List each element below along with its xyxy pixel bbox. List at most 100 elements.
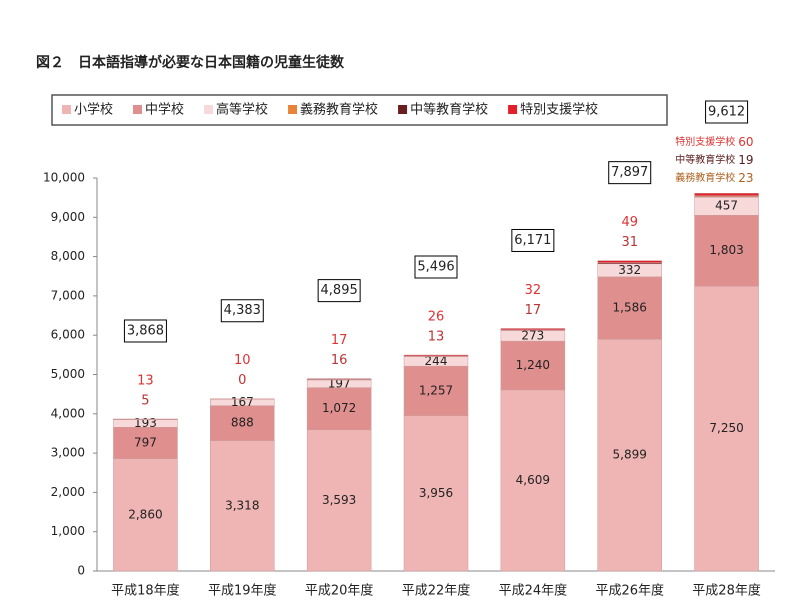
bar-segment — [306, 378, 372, 380]
bar-segment — [694, 214, 759, 287]
value-label: 16 — [331, 353, 348, 368]
legend-label: 義務教育学校 — [300, 102, 378, 118]
value-label: 1,257 — [419, 383, 453, 397]
legend-swatch — [398, 105, 408, 114]
annotation-value: 23 — [738, 171, 753, 185]
x-tick-label: 平成24年度 — [499, 583, 568, 599]
value-label: 244 — [425, 354, 448, 368]
y-tick-label: 6,000 — [51, 328, 85, 342]
annotation: 特別支援学校 60 — [675, 135, 753, 149]
legend-label: 特別支援学校 — [520, 102, 598, 118]
value-label: 4,609 — [516, 473, 550, 487]
bar-segment — [597, 260, 662, 263]
value-label: 7,250 — [709, 421, 743, 435]
annotation: 義務教育学校 23 — [675, 171, 753, 185]
total-label: 4,895 — [321, 283, 358, 298]
legend-swatch — [508, 105, 518, 114]
value-label: 13 — [428, 330, 445, 345]
annotation-name: 中等教育学校 — [675, 153, 735, 166]
y-tick-label: 2,000 — [51, 485, 85, 499]
bar-segment — [210, 405, 275, 441]
value-label: 17 — [331, 333, 348, 348]
value-label: 5,899 — [613, 448, 647, 462]
value-label: 2,860 — [128, 507, 162, 521]
x-tick-label: 平成20年度 — [305, 583, 374, 599]
value-label: 13 — [137, 373, 154, 388]
y-tick-label: 3,000 — [51, 446, 85, 460]
y-tick-label: 8,000 — [51, 249, 85, 263]
value-label: 1,803 — [709, 243, 743, 257]
annotation-value: 19 — [738, 153, 753, 167]
total-box — [317, 279, 361, 303]
y-tick-label: 7,000 — [51, 288, 85, 302]
annotation-name: 義務教育学校 — [675, 171, 735, 184]
x-tick-label: 平成18年度 — [111, 583, 180, 599]
value-label: 10 — [234, 353, 251, 368]
chart-title: 図２ 日本語指導が必要な日本国籍の児童生徒数 — [36, 54, 345, 71]
bar-segment — [113, 418, 178, 420]
total-box — [414, 255, 458, 279]
total-box — [608, 161, 652, 185]
y-tick-label: 1,000 — [51, 524, 85, 538]
bar-segment — [500, 328, 566, 330]
x-tick-label: 平成22年度 — [402, 583, 471, 599]
y-tick-label: 5,000 — [51, 367, 85, 381]
total-label: 3,868 — [127, 323, 164, 338]
y-tick-label: 4,000 — [51, 406, 85, 420]
value-label: 457 — [715, 199, 738, 213]
bar-segment — [210, 440, 275, 572]
annotation-name: 特別支援学校 — [675, 135, 735, 148]
bar-segment — [403, 354, 469, 357]
value-label: 3,956 — [419, 486, 453, 500]
legend-swatch — [62, 105, 71, 114]
legend-swatch — [133, 105, 143, 114]
x-tick-label: 平成19年度 — [208, 583, 277, 599]
value-label: 3,593 — [322, 493, 356, 507]
value-label: 273 — [521, 328, 544, 342]
value-label: 49 — [621, 215, 638, 230]
total-box — [705, 100, 749, 124]
legend-label: 中等教育学校 — [410, 102, 488, 118]
bar-segment — [306, 429, 372, 572]
value-label: 17 — [525, 303, 542, 318]
value-label: 193 — [134, 416, 157, 430]
value-label: 167 — [231, 395, 254, 409]
bar-segment — [403, 365, 469, 416]
legend-label: 小学校 — [74, 102, 113, 118]
legend-label: 高等学校 — [216, 102, 268, 118]
annotation: 中等教育学校 19 — [675, 153, 753, 167]
bar-segment — [306, 387, 372, 431]
annotation-value: 60 — [738, 135, 753, 149]
total-label: 7,897 — [611, 165, 648, 180]
value-label: 1,240 — [516, 358, 550, 372]
x-tick-label: 平成28年度 — [692, 583, 761, 599]
legend-swatch — [288, 105, 298, 114]
total-label: 9,612 — [708, 105, 745, 120]
total-box — [511, 228, 555, 252]
y-tick-label: 0 — [77, 564, 85, 578]
value-label: 888 — [231, 416, 254, 430]
bar-segment — [113, 458, 178, 572]
bar-segment — [694, 192, 759, 196]
bar-segment — [500, 340, 566, 391]
legend-label: 中学校 — [145, 102, 184, 118]
total-box — [220, 299, 264, 323]
value-label: 32 — [525, 283, 542, 298]
total-label: 4,383 — [224, 303, 261, 318]
bar-segment — [597, 276, 662, 340]
y-tick-label: 10,000 — [43, 171, 85, 185]
legend-swatch — [204, 105, 214, 114]
legend: 小学校 中学校 高等学校 義務教育学校 中等教育学校 特別支援学校 — [62, 102, 598, 118]
bar-segment — [694, 285, 759, 572]
total-label: 5,496 — [417, 260, 454, 275]
value-label: 1,586 — [613, 301, 647, 315]
value-label: 31 — [621, 235, 638, 250]
value-label: 5 — [141, 393, 149, 408]
x-tick-label: 平成26年度 — [595, 583, 664, 599]
value-label: 797 — [134, 435, 157, 449]
value-label: 1,072 — [322, 401, 356, 415]
bar-segment — [403, 415, 469, 572]
y-tick-label: 9,000 — [51, 210, 85, 224]
bar-segment — [113, 427, 178, 459]
